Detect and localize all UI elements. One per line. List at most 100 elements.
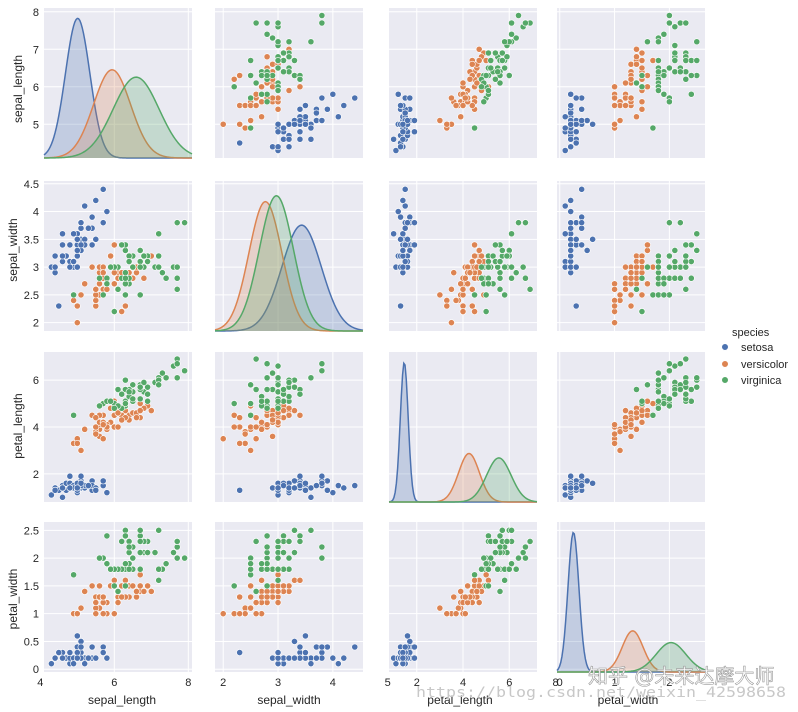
point-virginica	[693, 230, 701, 238]
point-virginica	[682, 355, 690, 363]
point-setosa	[567, 197, 575, 204]
point-virginica	[671, 23, 679, 31]
point-versicolor	[627, 432, 635, 440]
point-virginica	[181, 367, 188, 375]
panel-sepal_length-vs-sepal_width	[215, 8, 363, 158]
xtick-sepal_width: 2	[220, 677, 226, 689]
point-setosa	[572, 94, 580, 102]
point-virginica	[70, 571, 77, 579]
point-versicolor	[616, 291, 624, 299]
xtick-petal_width: 2	[666, 677, 672, 689]
point-versicolor	[110, 280, 118, 288]
point-setosa	[313, 654, 320, 662]
point-setosa	[340, 102, 348, 109]
point-versicolor	[627, 302, 635, 310]
point-virginica	[487, 554, 495, 562]
point-virginica	[526, 285, 534, 293]
point-virginica	[665, 12, 673, 19]
point-versicolor	[236, 610, 244, 618]
point-virginica	[665, 219, 673, 227]
point-virginica	[671, 247, 679, 254]
point-setosa	[85, 654, 92, 662]
point-virginica	[285, 538, 293, 545]
point-versicolor	[118, 416, 126, 424]
ytick-petal_width: 1.5	[24, 581, 39, 593]
point-virginica	[118, 241, 126, 249]
point-virginica	[693, 374, 701, 382]
point-virginica	[494, 565, 502, 573]
point-versicolor	[269, 432, 276, 440]
point-virginica	[687, 90, 695, 98]
point-virginica	[682, 57, 690, 64]
point-setosa	[92, 235, 100, 243]
point-virginica	[487, 64, 495, 72]
xtick-sepal_width: 3	[275, 677, 281, 689]
point-versicolor	[633, 409, 640, 417]
point-virginica	[181, 219, 188, 227]
point-setosa	[59, 493, 66, 501]
point-virginica	[491, 49, 499, 57]
point-virginica	[125, 565, 133, 573]
xtick-sepal_width: 4	[330, 677, 336, 689]
point-virginica	[136, 383, 144, 391]
point-virginica	[173, 538, 181, 545]
point-virginica	[682, 241, 690, 249]
point-virginica	[638, 72, 646, 79]
point-versicolor	[110, 610, 118, 618]
point-virginica	[307, 374, 315, 382]
point-versicolor	[296, 83, 304, 91]
point-setosa	[392, 147, 400, 154]
legend-entry-setosa: setosa	[721, 342, 774, 354]
ytick-petal_width: 1	[33, 609, 39, 621]
point-virginica	[110, 308, 118, 315]
point-virginica	[485, 280, 492, 288]
panel-sepal_length-vs-sepal_length	[43, 8, 193, 159]
point-versicolor	[611, 430, 618, 438]
point-virginica	[682, 75, 690, 83]
point-setosa	[399, 135, 407, 143]
point-versicolor	[611, 120, 618, 128]
point-versicolor	[452, 102, 460, 109]
point-versicolor	[473, 588, 481, 595]
point-virginica	[155, 263, 163, 271]
point-virginica	[682, 379, 690, 386]
point-virginica	[247, 57, 255, 64]
point-setosa	[51, 252, 59, 260]
point-setosa	[399, 120, 407, 128]
point-virginica	[252, 588, 260, 595]
point-setosa	[99, 477, 107, 485]
point-versicolor	[475, 57, 483, 64]
xtick-petal_length: 4	[460, 677, 466, 689]
point-virginica	[665, 263, 673, 271]
point-virginica	[676, 219, 684, 227]
point-setosa	[401, 109, 409, 117]
point-virginica	[660, 72, 668, 79]
point-virginica	[285, 379, 293, 386]
point-setosa	[302, 479, 309, 487]
point-setosa	[77, 479, 85, 487]
point-virginica	[478, 565, 485, 573]
point-versicolor	[219, 610, 227, 618]
point-versicolor	[263, 53, 271, 61]
kde-line-setosa	[43, 17, 192, 159]
point-virginica	[274, 38, 282, 46]
panel-petal_length-vs-sepal_width	[215, 352, 363, 502]
point-virginica	[471, 571, 478, 579]
point-versicolor	[459, 102, 467, 109]
point-virginica	[318, 19, 326, 27]
point-virginica	[274, 397, 282, 405]
point-setosa	[404, 235, 411, 243]
point-setosa	[567, 120, 575, 128]
point-setosa	[399, 197, 407, 204]
point-setosa	[329, 654, 337, 662]
point-versicolor	[236, 120, 244, 128]
point-setosa	[88, 643, 96, 651]
point-versicolor	[452, 610, 460, 618]
point-setosa	[66, 263, 74, 271]
point-virginica	[478, 263, 485, 271]
point-versicolor	[114, 409, 122, 417]
point-virginica	[247, 94, 255, 102]
point-virginica	[485, 263, 492, 271]
point-versicolor	[81, 280, 89, 288]
point-virginica	[155, 381, 163, 389]
